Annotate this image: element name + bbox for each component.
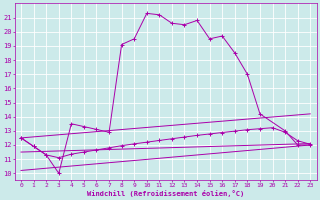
X-axis label: Windchill (Refroidissement éolien,°C): Windchill (Refroidissement éolien,°C) xyxy=(87,190,244,197)
